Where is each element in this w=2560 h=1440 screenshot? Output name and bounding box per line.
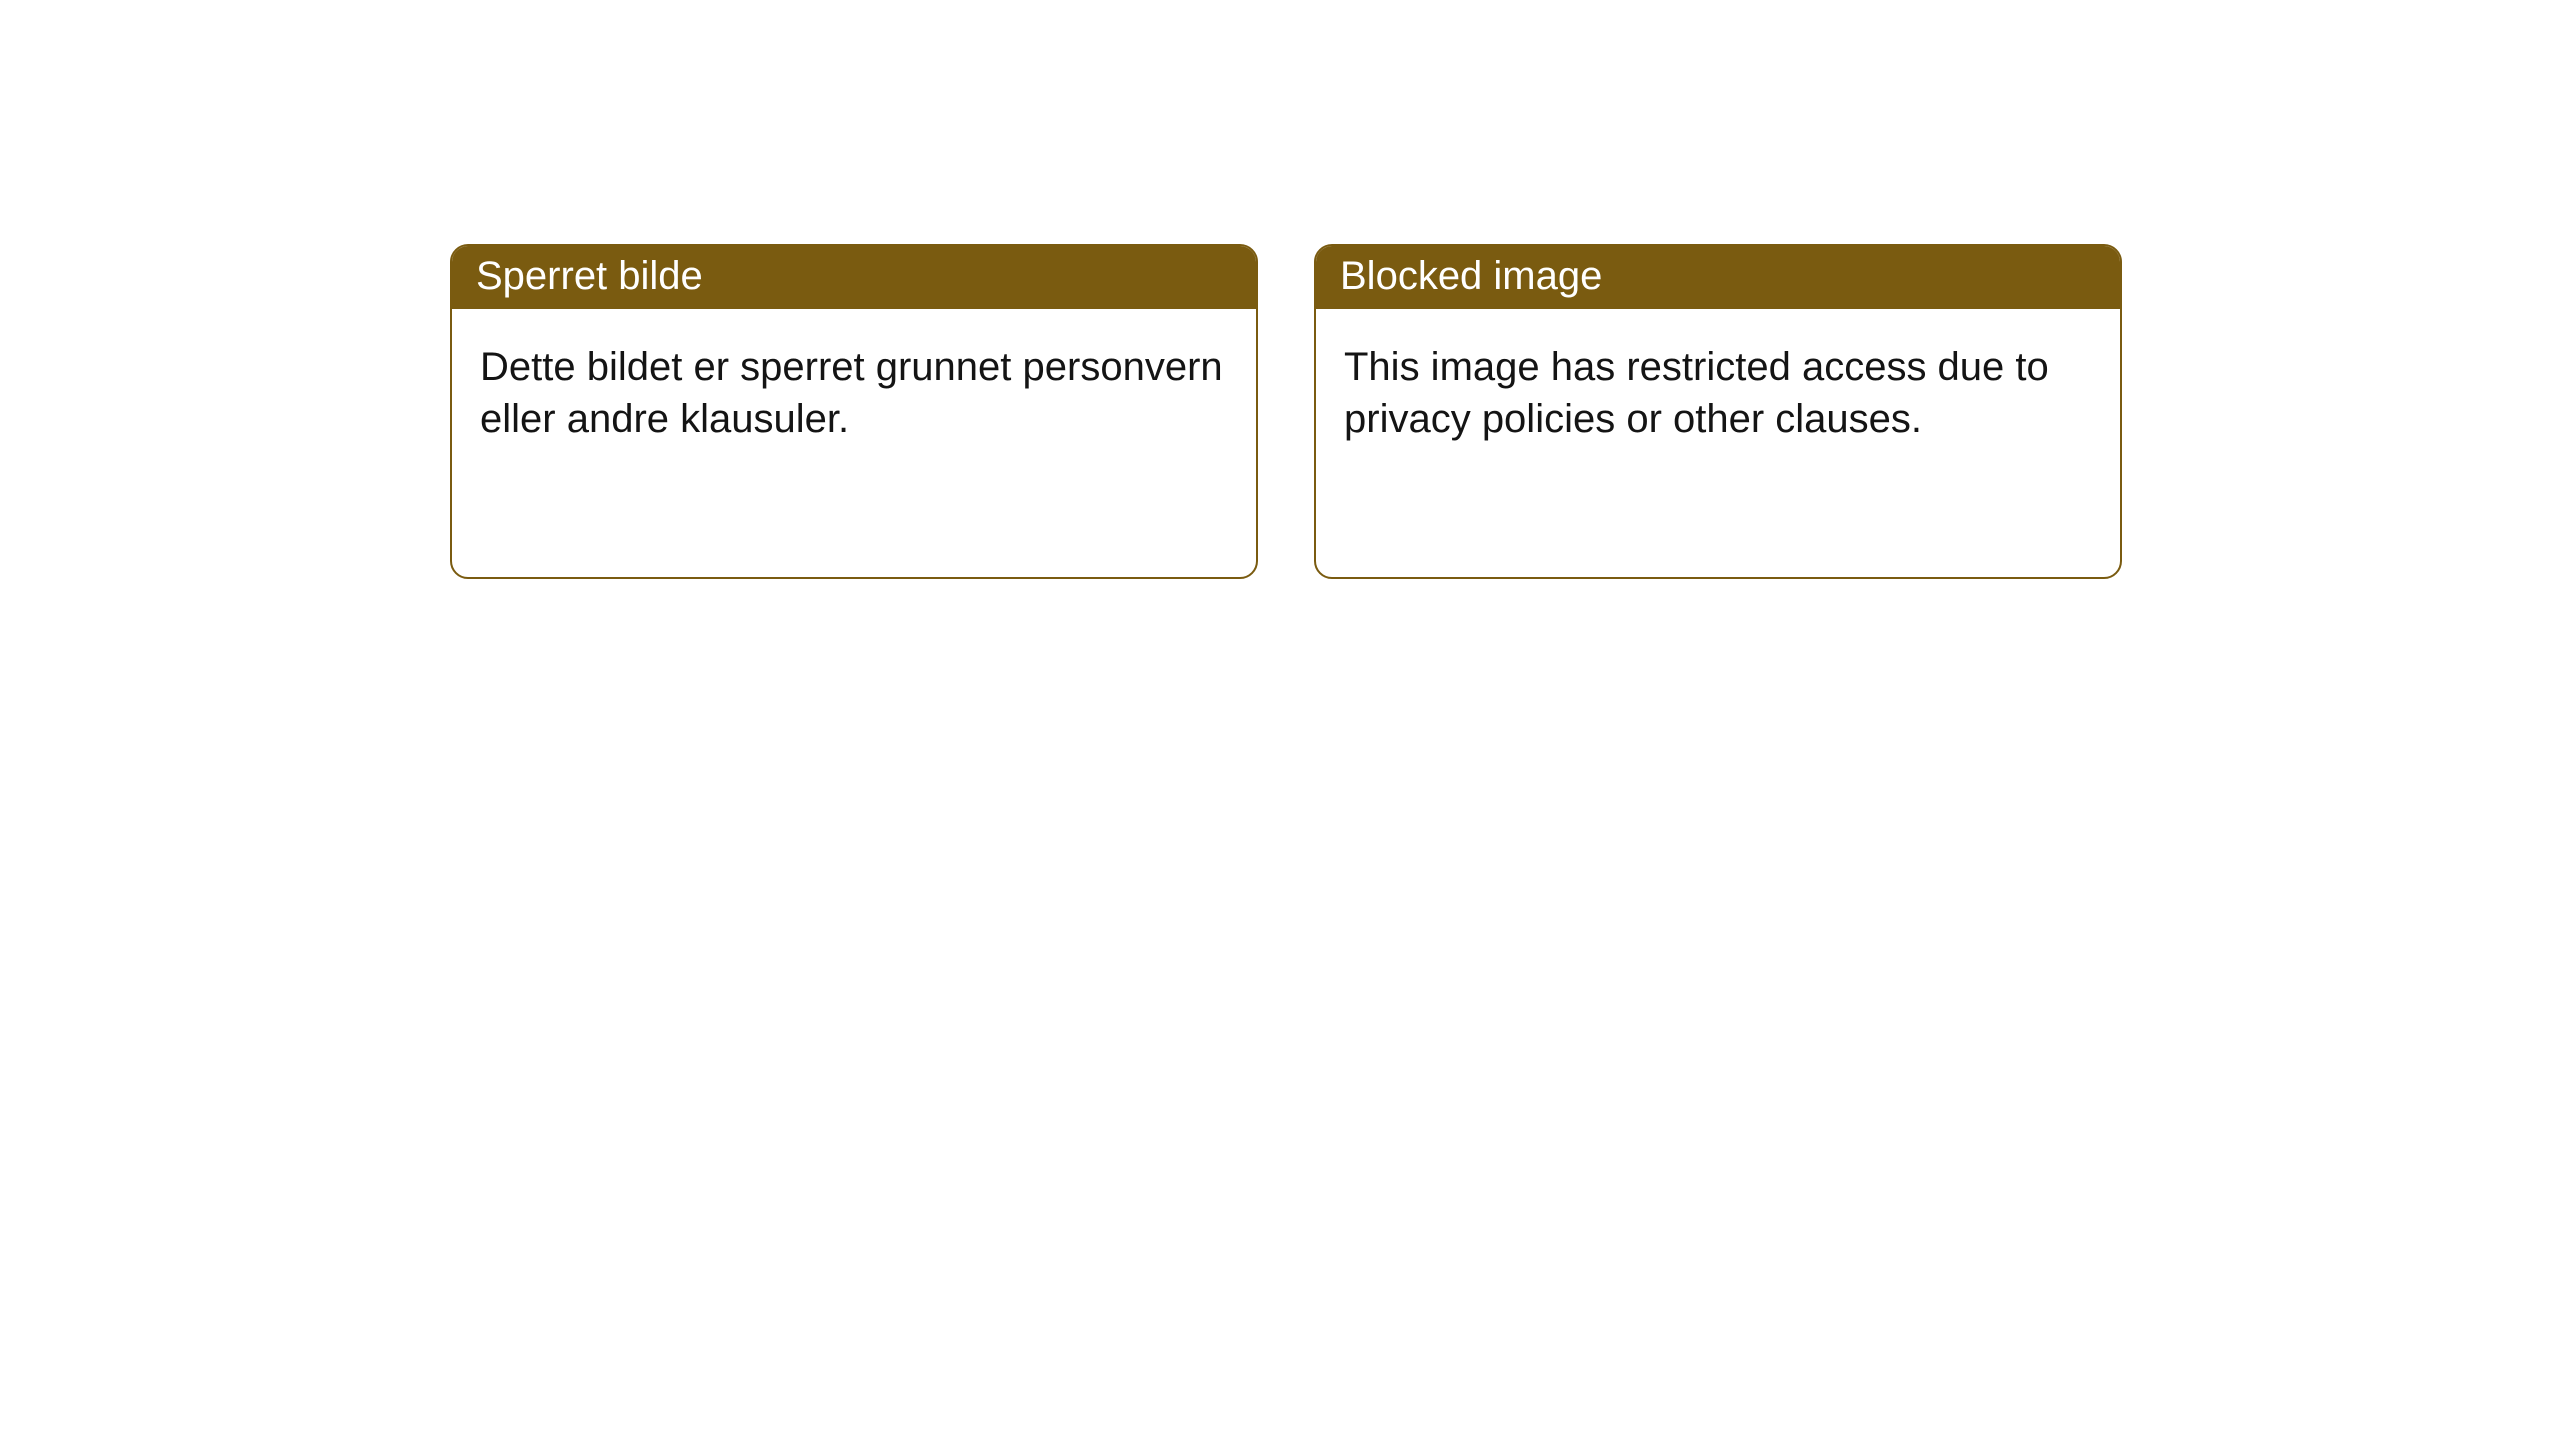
notice-container: Sperret bilde Dette bildet er sperret gr… xyxy=(0,0,2560,579)
card-header: Blocked image xyxy=(1316,246,2120,309)
card-header: Sperret bilde xyxy=(452,246,1256,309)
card-body: This image has restricted access due to … xyxy=(1316,309,2120,577)
notice-card-norwegian: Sperret bilde Dette bildet er sperret gr… xyxy=(450,244,1258,579)
card-body: Dette bildet er sperret grunnet personve… xyxy=(452,309,1256,577)
notice-card-english: Blocked image This image has restricted … xyxy=(1314,244,2122,579)
